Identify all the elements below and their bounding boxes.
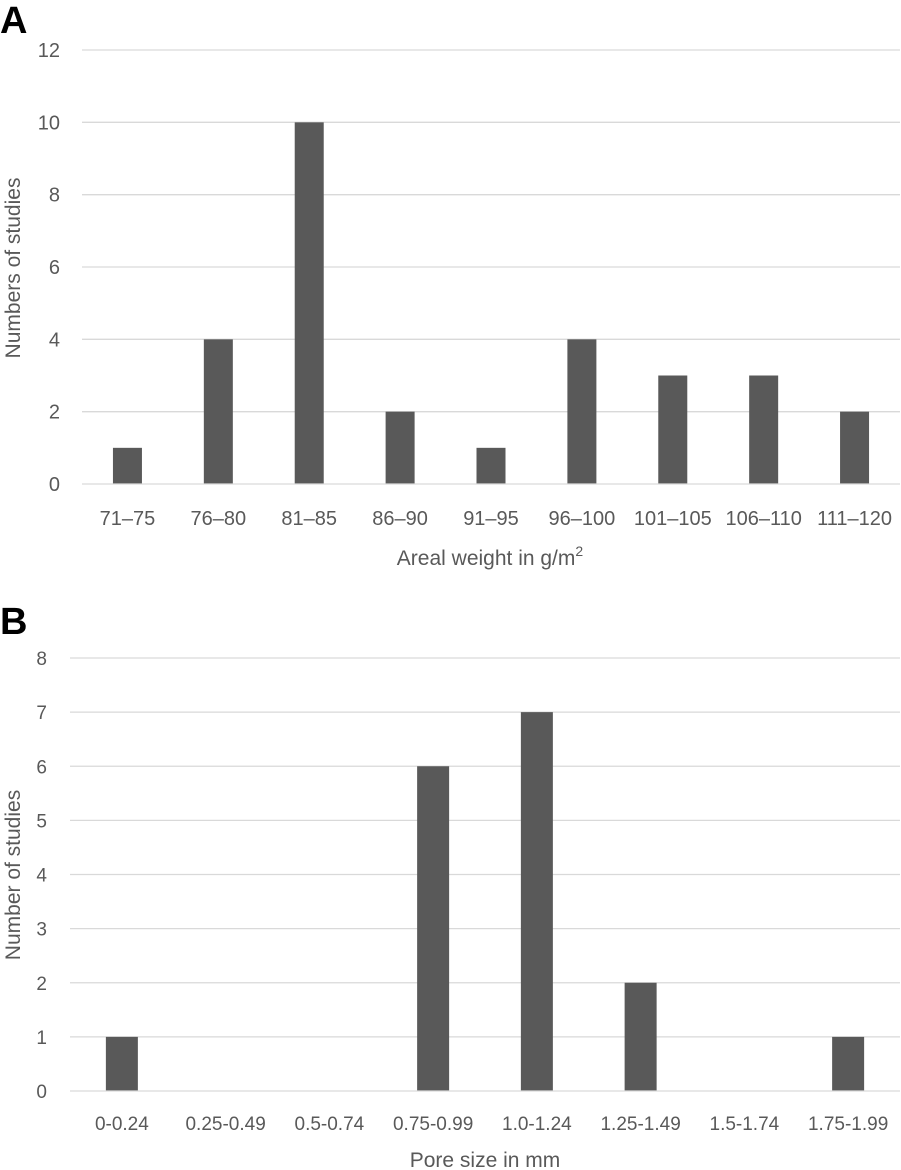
panel-a-x-tick-label: 101–105 bbox=[634, 508, 712, 530]
panel-b-bar bbox=[624, 982, 657, 1091]
panel-a-y-tick-label: 2 bbox=[49, 402, 60, 424]
panel-a-bar bbox=[840, 411, 870, 484]
panel-a-y-tick-label: 0 bbox=[49, 474, 60, 496]
panel-b-y-tick-labels: 0 1 2 3 4 5 6 7 8 bbox=[36, 649, 47, 1103]
panel-b-bar bbox=[520, 712, 553, 1091]
panel-a-x-tick-label: 81–85 bbox=[281, 508, 337, 530]
panel-b-y-tick-label: 0 bbox=[36, 1082, 47, 1103]
panel-b-x-tick-label: 1.0-1.24 bbox=[502, 1114, 572, 1135]
panel-a-x-tick-label: 111–120 bbox=[817, 508, 892, 530]
panel-a-bar bbox=[749, 375, 779, 484]
panel-a-y-tick-label: 8 bbox=[49, 185, 60, 207]
panel-a-y-tick-labels: 0 2 4 6 8 10 12 bbox=[38, 40, 60, 496]
panel-b-y-tick-label: 5 bbox=[36, 811, 47, 832]
panel-b-bar bbox=[417, 766, 450, 1091]
panel-b-x-axis-label: Pore size in mm bbox=[410, 1149, 561, 1170]
panel-b-y-tick-label: 3 bbox=[36, 920, 47, 941]
panel-b-x-tick-label: 0-0.24 bbox=[95, 1114, 149, 1135]
panel-a-chart: A 0 2 4 6 8 10 12 71–75 76–80 81–85 86–90 91–95 96–… bbox=[0, 0, 900, 570]
panel-a-y-axis-label: Numbers of studies bbox=[2, 178, 25, 359]
panel-b-y-tick-label: 2 bbox=[36, 974, 47, 995]
panel-a-y-tick-label: 6 bbox=[49, 257, 60, 279]
panel-a-bar bbox=[385, 411, 415, 484]
panel-b-x-tick-label: 1.25-1.49 bbox=[600, 1114, 680, 1135]
panel-b-y-tick-label: 7 bbox=[36, 703, 47, 724]
panel-b-x-tick-label: 0.75-0.99 bbox=[393, 1114, 473, 1135]
panel-b-gridlines bbox=[70, 657, 900, 1038]
panel-b-y-tick-label: 1 bbox=[36, 1028, 47, 1049]
panel-b-x-tick-label: 1.75-1.99 bbox=[808, 1114, 888, 1135]
panel-a-x-axis-label-superscript: 2 bbox=[575, 543, 583, 559]
panel-a-bar bbox=[294, 122, 324, 484]
panel-b-x-tick-label: 0.5-0.74 bbox=[295, 1114, 365, 1135]
panel-a-x-axis-label: Areal weight in g/m2 bbox=[397, 543, 584, 570]
panel-a-bars bbox=[112, 122, 870, 484]
panel-a-x-tick-labels: 71–75 76–80 81–85 86–90 91–95 96–100 101–105 10… bbox=[100, 508, 892, 530]
panel-a-x-tick-label: 96–100 bbox=[549, 508, 616, 530]
panel-a-bar bbox=[203, 339, 233, 484]
panel-a-x-tick-label: 86–90 bbox=[372, 508, 428, 530]
panel-a-x-tick-label: 91–95 bbox=[463, 508, 519, 530]
panel-b-chart: B 0 1 2 3 4 5 6 7 8 0-0.24 0.25-0.49 0.5-0.74 0.75-… bbox=[0, 601, 900, 1170]
panel-a-y-tick-label: 12 bbox=[38, 40, 60, 62]
panel-b-y-axis-label: Number of studies bbox=[2, 790, 25, 960]
panel-a-x-tick-label: 71–75 bbox=[100, 508, 156, 530]
panel-a-bar bbox=[658, 375, 688, 484]
panel-a-x-axis-label-text: Areal weight in g/m bbox=[397, 547, 576, 570]
panel-a-y-tick-label: 4 bbox=[49, 329, 60, 351]
panel-b-bars bbox=[105, 712, 865, 1091]
panel-a-bar bbox=[476, 447, 506, 484]
panel-b-label: B bbox=[0, 601, 27, 643]
panel-a-x-tick-label: 76–80 bbox=[191, 508, 247, 530]
panel-a-label: A bbox=[0, 0, 27, 42]
panel-a-x-tick-label: 106–110 bbox=[725, 508, 801, 530]
panel-b-x-tick-labels: 0-0.24 0.25-0.49 0.5-0.74 0.75-0.99 1.0-1.24… bbox=[95, 1114, 888, 1135]
panel-b-y-tick-label: 6 bbox=[36, 757, 47, 778]
panel-b-bar bbox=[832, 1036, 865, 1091]
panel-b-y-tick-label: 8 bbox=[36, 649, 47, 670]
panel-b-x-tick-label: 0.25-0.49 bbox=[185, 1114, 265, 1135]
panel-a-y-tick-label: 10 bbox=[38, 112, 60, 134]
panel-a-bar bbox=[567, 339, 597, 484]
panel-a-bar bbox=[112, 447, 142, 484]
panel-b-x-tick-label: 1.5-1.74 bbox=[710, 1114, 780, 1135]
panel-b-bar bbox=[105, 1036, 138, 1091]
panel-b-y-tick-label: 4 bbox=[36, 866, 47, 887]
